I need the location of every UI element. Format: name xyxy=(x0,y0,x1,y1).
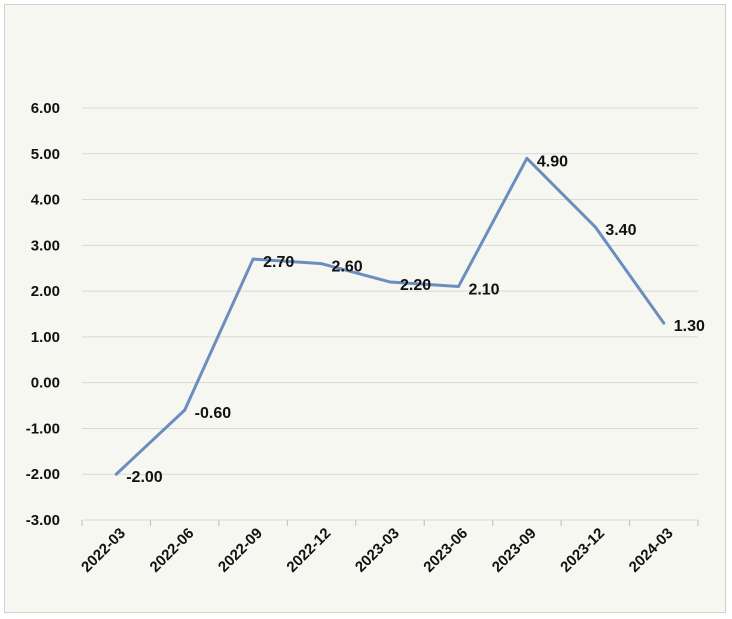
data-labels: -2.00 -0.60 2.70 2.60 2.20 2.10 4.90 3.40 1.30 xyxy=(126,153,705,486)
x-axis: 2022-03 2022-06 2022-09 2022-12 2023-03 2023-… xyxy=(78,519,699,576)
y-tick-label: 3.00 xyxy=(31,237,60,254)
data-label: -2.00 xyxy=(126,469,163,486)
data-point xyxy=(320,262,324,266)
data-label: 2.70 xyxy=(263,254,294,271)
y-tick-label: 0.00 xyxy=(31,375,60,392)
x-tick-label: 2023-03 xyxy=(352,525,403,576)
data-label: 3.40 xyxy=(605,222,636,239)
x-tick-label: 2022-03 xyxy=(78,525,129,576)
x-tick-label: 2023-12 xyxy=(557,525,608,576)
data-label: -0.60 xyxy=(195,405,232,422)
data-point xyxy=(183,408,187,412)
data-label: 2.60 xyxy=(332,259,363,276)
x-tick-label: 2023-09 xyxy=(489,525,540,576)
y-axis: 6.00 5.00 4.00 3.00 2.00 1.00 0.00 -1.00 -2.00 -3… xyxy=(26,100,60,529)
x-tick-label: 2022-06 xyxy=(147,525,198,576)
data-point xyxy=(456,285,460,289)
y-tick-label: 6.00 xyxy=(31,100,60,117)
x-tick-label: 2022-09 xyxy=(215,525,266,576)
data-label: 4.90 xyxy=(537,153,568,170)
data-label: 2.10 xyxy=(468,282,499,299)
data-point xyxy=(525,156,529,160)
data-label: 2.20 xyxy=(400,277,431,294)
y-tick-label: 1.00 xyxy=(31,329,60,346)
y-tick-label: 5.00 xyxy=(31,146,60,163)
data-point xyxy=(388,280,392,284)
data-point xyxy=(662,321,666,325)
gridlines xyxy=(82,107,698,521)
data-point xyxy=(593,225,597,229)
series-line xyxy=(115,156,665,476)
y-tick-label: 2.00 xyxy=(31,283,60,300)
x-tick-label: 2022-12 xyxy=(283,525,334,576)
chart-frame xyxy=(4,4,726,613)
data-point xyxy=(114,472,118,476)
x-tick-label: 2023-06 xyxy=(420,525,471,576)
y-tick-label: -3.00 xyxy=(26,512,60,529)
data-label: 1.30 xyxy=(674,318,705,335)
y-tick-label: -2.00 xyxy=(26,466,60,483)
data-point xyxy=(251,257,255,261)
y-tick-label: -1.00 xyxy=(26,420,60,437)
y-tick-label: 4.00 xyxy=(31,192,60,209)
series xyxy=(114,156,666,476)
x-tick-label: 2024-03 xyxy=(626,525,677,576)
